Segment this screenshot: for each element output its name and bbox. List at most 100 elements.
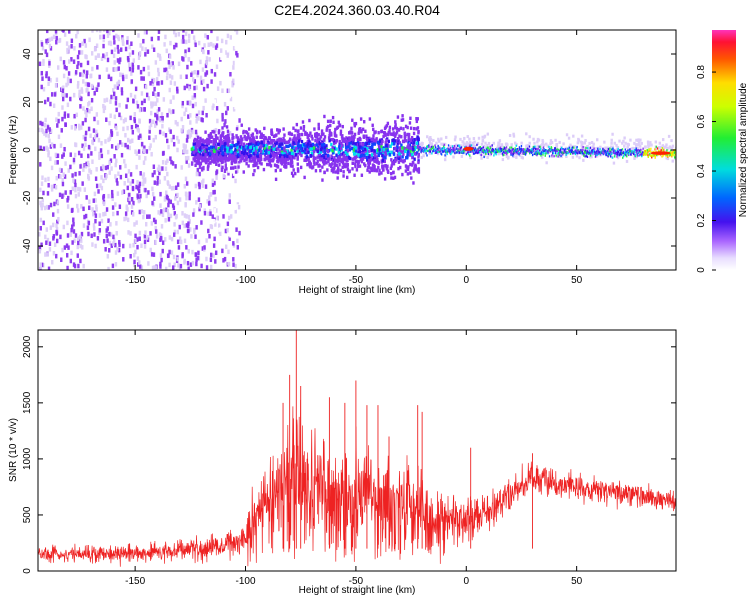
heatmap-cell (227, 88, 231, 93)
heatmap-cell (166, 171, 169, 177)
heatmap-cell (125, 104, 128, 109)
heatmap-cell (181, 211, 184, 216)
heatmap-cell (113, 60, 116, 65)
heatmap-cell (103, 105, 107, 111)
heatmap-cell (115, 221, 118, 226)
heatmap-cell (102, 53, 105, 58)
heatmap-cell (115, 107, 118, 113)
heatmap-cell (259, 145, 263, 149)
heatmap-cell (169, 156, 172, 161)
heatmap-cell (398, 134, 401, 138)
heatmap-cell (517, 149, 519, 153)
heatmap-cell (85, 70, 89, 75)
heatmap-cell (370, 137, 373, 141)
heatmap-cell (65, 243, 69, 248)
heatmap-cell (165, 48, 168, 54)
heatmap-cell (499, 150, 501, 153)
heatmap-cell (131, 62, 134, 67)
heatmap-cell (59, 56, 62, 62)
heatmap-cell (481, 135, 484, 139)
heatmap-cell (283, 139, 286, 143)
heatmap-cell (194, 42, 197, 48)
heatmap-cell (226, 157, 229, 161)
heatmap-cell (559, 150, 562, 153)
heatmap-cell (214, 45, 218, 50)
heatmap-cell (156, 67, 160, 73)
heatmap-cell (122, 41, 125, 47)
heatmap-cell (525, 146, 528, 150)
heatmap-cell (76, 54, 80, 60)
heatmap-cell (586, 145, 589, 149)
heatmap-cell (409, 126, 413, 130)
heatmap-cell (200, 117, 203, 122)
heatmap-cell (658, 146, 661, 150)
heatmap-cell (179, 263, 183, 269)
heatmap-cell (185, 39, 188, 45)
heatmap-cell (569, 149, 571, 152)
heatmap-cell (443, 158, 447, 162)
heatmap-cell (197, 156, 201, 160)
snr-frame (37, 329, 677, 572)
heatmap-cell (201, 110, 204, 116)
heatmap-cell (249, 153, 252, 158)
heatmap-cell (205, 143, 209, 147)
heatmap-cell (85, 161, 88, 167)
heatmap-cell (224, 159, 227, 163)
heatmap-cell (606, 150, 609, 153)
heatmap-cell (221, 30, 224, 35)
heatmap-cell (246, 136, 249, 140)
heatmap-cell (604, 150, 607, 153)
colorbar-ticks: 00.20.40.60.8 (696, 65, 716, 273)
heatmap-cell (321, 178, 324, 182)
heatmap-cell (346, 167, 350, 172)
heatmap-cell (91, 83, 94, 89)
heatmap-cell (344, 162, 347, 167)
heatmap-cell (75, 33, 78, 39)
heatmap-cell (206, 158, 210, 163)
heatmap-cell (402, 160, 405, 164)
heatmap-cell (380, 171, 383, 175)
heatmap-cell (473, 152, 476, 155)
heatmap-cell (183, 85, 186, 91)
heatmap-cell (364, 155, 367, 160)
heatmap-cell (498, 147, 501, 150)
heatmap-cell (209, 161, 212, 165)
heatmap-cell (193, 39, 197, 45)
heatmap-cell (222, 147, 225, 151)
heatmap-cell (296, 129, 300, 134)
heatmap-cell (278, 158, 282, 162)
heatmap-cell (208, 138, 211, 142)
heatmap-cell (215, 175, 218, 180)
heatmap-cell (296, 157, 299, 161)
heatmap-cell (257, 142, 260, 146)
heatmap-cell (300, 132, 304, 137)
heatmap-cell (481, 150, 484, 154)
heatmap-cell (193, 156, 197, 160)
heatmap-cell (127, 169, 131, 174)
heatmap-cell (201, 67, 205, 72)
heatmap-cell (42, 61, 45, 66)
heatmap-cell (237, 204, 241, 210)
heatmap-cell (296, 167, 300, 171)
heatmap-cell (293, 138, 296, 143)
heatmap-cell (214, 259, 217, 264)
heatmap-cell (384, 149, 387, 154)
heatmap-cell (244, 137, 247, 141)
heatmap-cell (569, 152, 572, 155)
heatmap-cell (284, 165, 288, 169)
heatmap-cell (69, 78, 72, 84)
spectrogram-ytick-label: 0 (22, 147, 33, 153)
heatmap-cell (227, 261, 231, 267)
heatmap-cell (76, 244, 79, 250)
heatmap-cell (53, 201, 56, 207)
heatmap-cell (96, 84, 99, 90)
heatmap-cell (400, 118, 403, 122)
heatmap-cell (164, 266, 168, 270)
heatmap-cell (575, 151, 578, 154)
heatmap-cell (346, 152, 349, 157)
heatmap-cell (306, 162, 309, 167)
heatmap-cell (348, 169, 351, 173)
heatmap-cell (151, 172, 154, 178)
heatmap-cell (391, 161, 394, 165)
heatmap-cell (558, 153, 561, 156)
